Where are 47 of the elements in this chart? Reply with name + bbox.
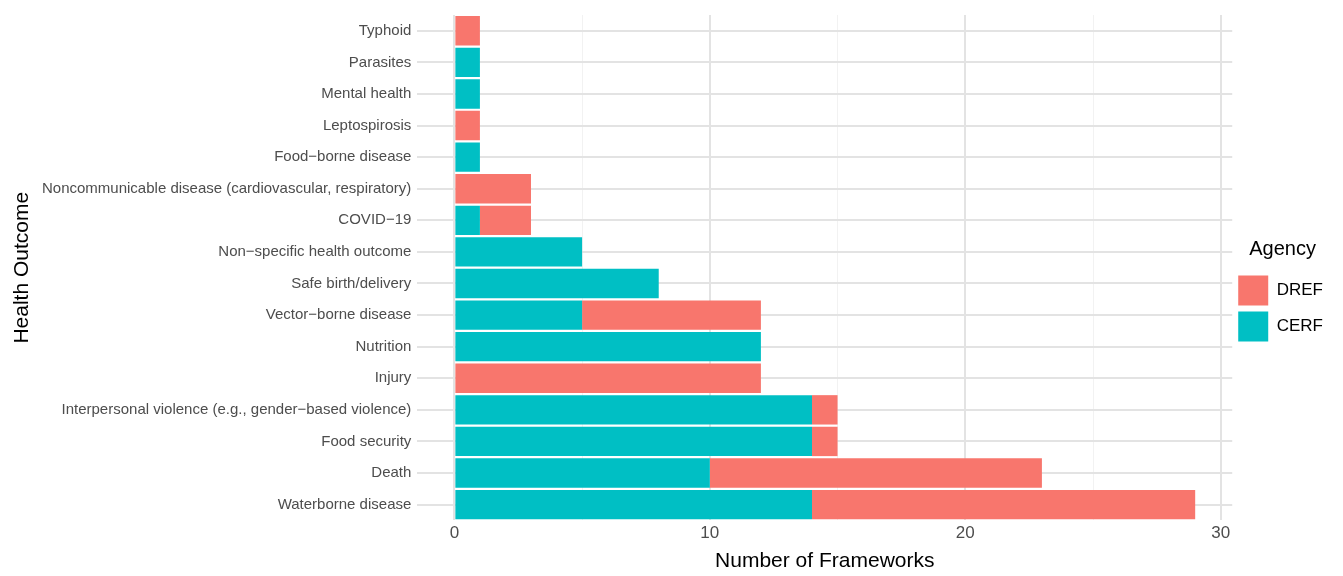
bar	[455, 79, 480, 109]
bar	[455, 205, 480, 236]
y-tick-label: Injury	[374, 368, 412, 386]
bar	[479, 205, 531, 236]
x-tick-label: 20	[955, 523, 975, 543]
x-axis-title: Number of Frameworks	[715, 548, 935, 572]
bar	[455, 237, 583, 267]
y-tick-label: Food−borne disease	[274, 147, 412, 165]
y-tick-label: COVID−19	[338, 210, 412, 228]
legend-label: CERF	[1276, 316, 1323, 336]
bar	[812, 489, 1196, 520]
x-tick-label: 10	[700, 523, 720, 543]
bar	[455, 110, 480, 141]
bar	[455, 142, 480, 172]
y-tick-label: Waterborne disease	[277, 494, 412, 512]
y-tick-label: Interpersonal violence (e.g., gender−based violence)	[61, 399, 412, 417]
y-axis-title: Health Outcome	[9, 191, 33, 344]
y-tick-label: Leptospirosis	[322, 115, 412, 133]
y-tick-label: Safe birth/delivery	[291, 273, 412, 291]
bar	[455, 16, 480, 46]
legend-title: Agency	[1249, 237, 1316, 260]
bar	[455, 174, 531, 204]
legend-label: DREF	[1276, 280, 1323, 300]
x-tick-label: 30	[1211, 523, 1231, 543]
y-tick-label: Typhoid	[358, 20, 412, 38]
bar	[582, 300, 761, 330]
y-tick-label: Food security	[321, 431, 412, 449]
bar	[455, 47, 480, 78]
bar	[812, 426, 838, 457]
y-tick-label: Nutrition	[355, 336, 412, 354]
y-tick-label: Death	[371, 463, 412, 481]
bar	[455, 489, 812, 520]
bar	[455, 268, 659, 299]
y-tick-label: Vector−borne disease	[265, 305, 412, 323]
bar	[455, 458, 710, 488]
y-tick-label: Parasites	[348, 52, 412, 70]
bar	[455, 395, 812, 425]
bar	[812, 395, 838, 425]
y-tick-label: Non−specific health outcome	[218, 242, 412, 260]
bar	[455, 331, 761, 362]
bar	[455, 363, 761, 393]
bar	[455, 300, 583, 330]
x-tick-label: 0	[449, 523, 460, 543]
bar	[455, 426, 812, 457]
bar	[709, 458, 1042, 488]
y-tick-label: Noncommunicable disease (cardiovascular, respiratory)	[42, 178, 412, 196]
y-tick-label: Mental health	[321, 84, 412, 102]
